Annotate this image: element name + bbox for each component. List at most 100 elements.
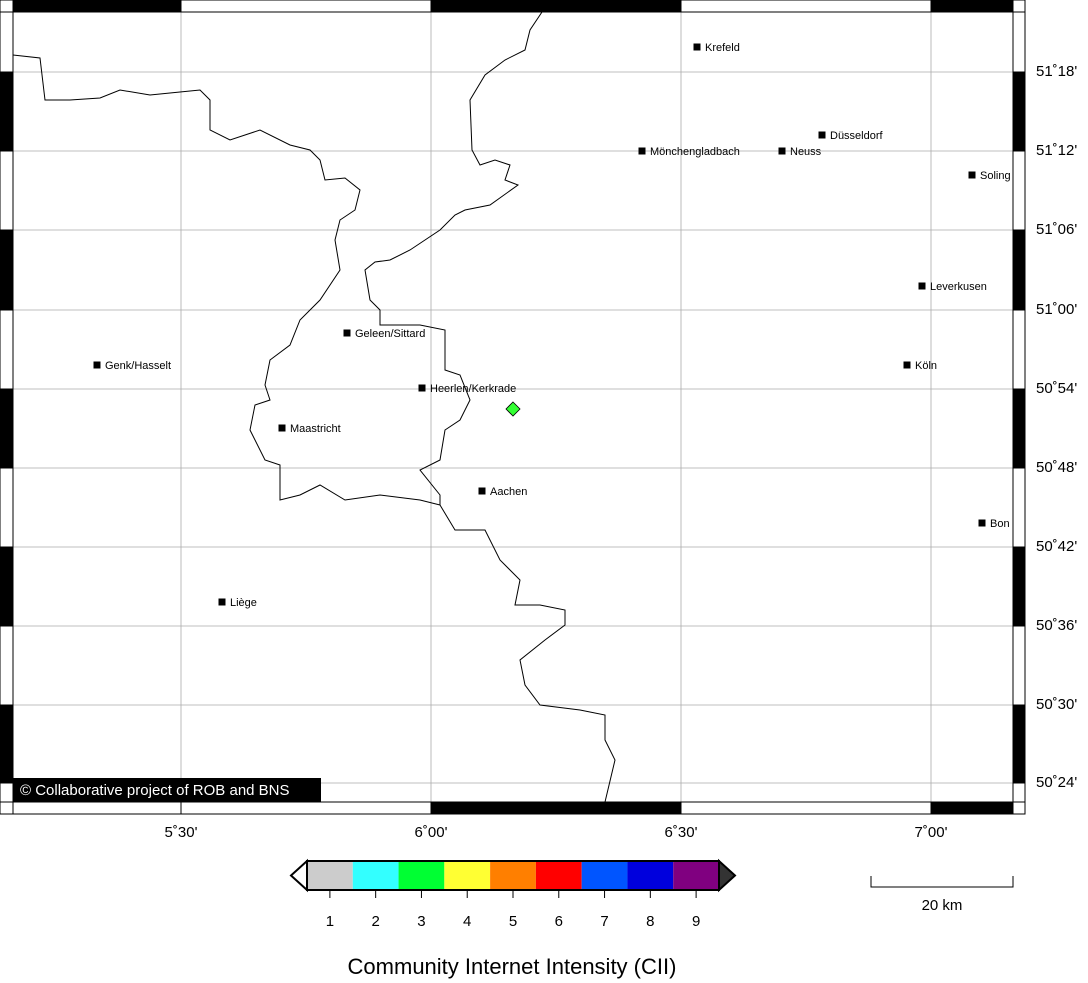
frame-segment [430,0,682,13]
lon-label: 6˚30' [665,824,698,841]
city-marker [478,487,486,495]
colorbar-title: Community Internet Intensity (CII) [348,954,677,979]
city-marker [818,131,826,139]
lon-label: 7˚00' [915,824,948,841]
city-label: Krefeld [705,42,740,54]
frame-segment [1012,309,1026,390]
frame-corner [1012,801,1026,815]
city-marker [218,598,226,606]
colorbar-segment [490,861,536,890]
frame-segment [1012,625,1026,706]
lat-label: 51˚12' [1036,142,1077,159]
city-label: Maastricht [290,423,341,435]
frame-corner [0,0,14,13]
colorbar-extend-high [718,858,737,893]
credit: © Collaborative project of ROB and BNS [20,782,290,799]
frame-segment [0,71,14,152]
frame-segment [1012,388,1026,469]
frame-segment [1012,150,1026,231]
frame-segment [180,801,432,815]
frame-segment [1012,782,1026,803]
credit-box [13,778,321,802]
lon-label: 6˚00' [415,824,448,841]
colorbar-segment [307,861,353,890]
city-label: Aachen [490,486,527,498]
frame-segment [0,625,14,706]
colorbar-label: 9 [692,913,700,930]
lat-label: 50˚54' [1036,380,1077,397]
colorbar: 1 2 3 4 5 6 7 8 9 [289,858,737,930]
city-marker [903,361,911,369]
colorbar-label: 5 [509,913,517,930]
colorbar-segment [398,861,445,890]
border [364,12,616,802]
frame-segment [430,801,682,815]
city-label: Köln [915,360,937,372]
frame-segment [0,388,14,469]
frame-segment [0,546,14,627]
city-marker [418,384,426,392]
frame-segment [930,0,1014,13]
city-label: Neuss [790,146,822,158]
city-marker [968,171,976,179]
colorbar-label: 1 [326,913,334,930]
frame-segment [0,704,14,784]
city-label: Soling [980,170,1011,182]
city-marker [638,147,646,155]
colorbar-segment [673,861,719,890]
lat-label: 50˚48' [1036,459,1077,476]
colorbar-label: 2 [371,913,379,930]
lat-label: 51˚18' [1036,63,1077,80]
colorbar-extend-low [289,858,308,893]
lat-label: 50˚30' [1036,696,1077,713]
lat-label: 50˚24' [1036,774,1077,791]
city-label: Liège [230,597,257,609]
colorbar-label: 8 [646,913,654,930]
frame-segment [180,0,432,13]
lat-label: 50˚42' [1036,538,1077,555]
lat-label: 50˚36' [1036,617,1077,634]
colorbar-segment [581,861,628,890]
frame-segment [12,801,182,815]
colorbar-segment [627,861,674,890]
frame-segment [12,0,182,13]
lat-label: 51˚06' [1036,221,1077,238]
city-label: Bon [990,518,1010,530]
colorbar-segment [535,861,582,890]
colorbar-outline [306,860,720,891]
frame-segment [0,229,14,311]
city-marker [778,147,786,155]
frame-corner [1012,0,1026,13]
frame-segment [1012,546,1026,627]
borders [13,12,616,802]
lat-label: 51˚00' [1036,301,1077,318]
frame-segment [1012,11,1026,73]
city-label: Heerlen/Kerkrade [430,383,516,395]
colorbar-segment [352,861,399,890]
colorbar-segment [444,861,491,890]
cities: Krefeld Düsseldorf Mönchengladbach Neuss Sol… [93,42,1011,609]
city-marker [693,43,701,51]
city-label: Geleen/Sittard [355,328,425,340]
lon-label: 5˚30' [165,824,198,841]
city-marker [343,329,351,337]
border [13,54,441,506]
frame-segment [0,782,14,803]
frame-segment [1012,71,1026,152]
scale-label: 20 km [922,897,963,914]
city-marker [978,519,986,527]
colorbar-label: 7 [600,913,608,930]
city-label: Mönchengladbach [650,146,740,158]
epicenter [505,401,521,417]
frame-segment [1012,229,1026,311]
colorbar-label: 3 [417,913,425,930]
city-marker [278,424,286,432]
city-marker [918,282,926,290]
city-label: Genk/Hasselt [105,360,171,372]
frame-segment [0,11,14,73]
frame-segment [0,309,14,390]
frame-corner [0,801,14,815]
colorbar-label: 6 [555,913,563,930]
frame-segment [1012,704,1026,784]
